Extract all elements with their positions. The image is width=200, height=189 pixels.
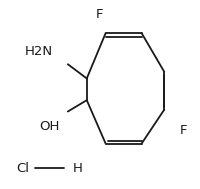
Text: H2N: H2N (25, 45, 53, 57)
Text: F: F (179, 124, 187, 137)
Text: H: H (72, 162, 82, 175)
Text: OH: OH (39, 120, 59, 133)
Text: F: F (96, 8, 104, 21)
Text: Cl: Cl (16, 162, 29, 175)
